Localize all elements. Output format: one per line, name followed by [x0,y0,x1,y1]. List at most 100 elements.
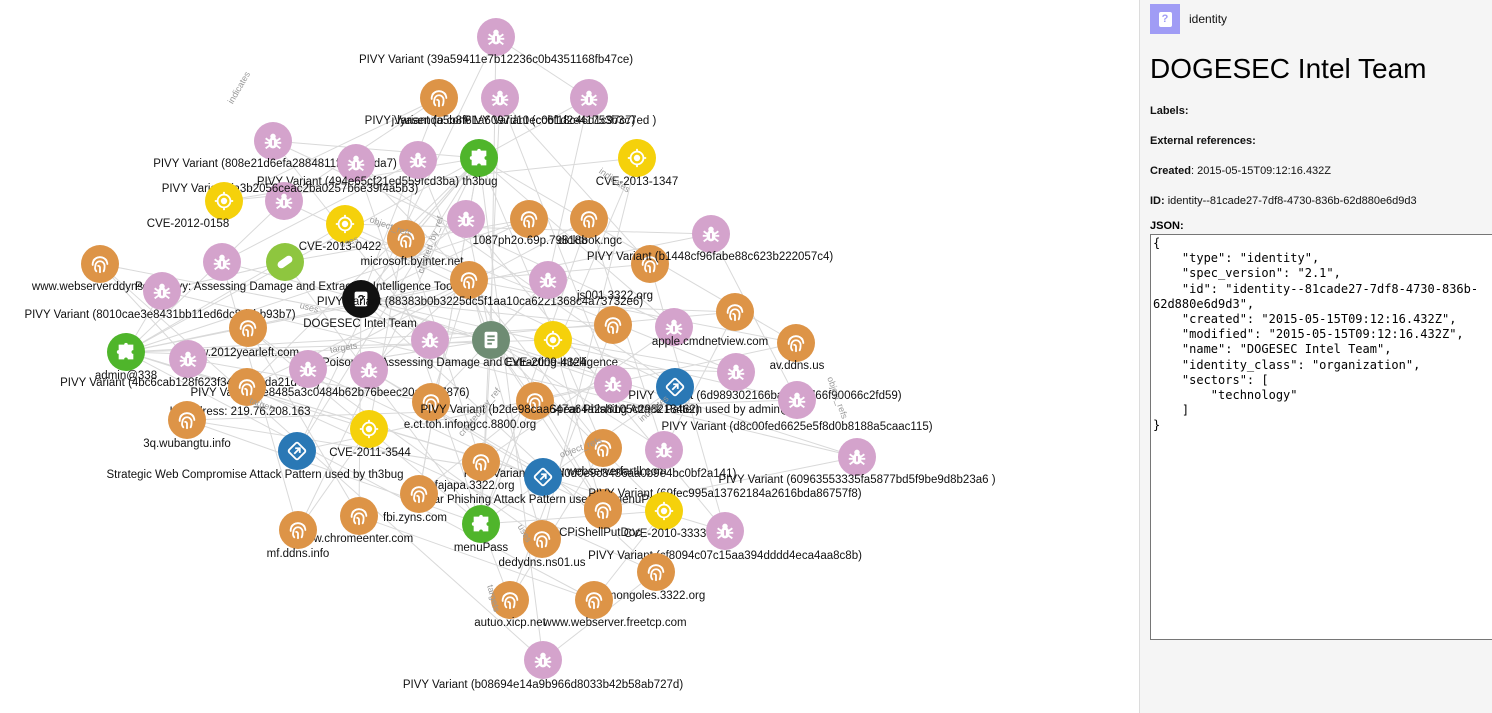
fingerprint-icon [237,317,259,339]
graph-node-malware[interactable] [706,512,744,550]
graph-node-malware[interactable] [447,200,485,238]
graph-node-malware[interactable] [529,261,567,299]
graph-node-malware[interactable] [143,272,181,310]
bug-icon [455,208,477,230]
bug-icon [725,361,747,383]
bug-icon [602,373,624,395]
graph-node-vulnerability[interactable] [205,182,243,220]
graph-node-malware[interactable] [337,144,375,182]
object-type-label: identity [1189,12,1228,26]
graph-node-indicator[interactable] [412,383,450,421]
graph-node-indicator[interactable] [420,79,458,117]
graph-node-malware[interactable] [477,18,515,56]
graph-node-malware[interactable] [289,350,327,388]
graph-node-indicator[interactable] [716,293,754,331]
fingerprint-icon [518,208,540,230]
graph-node-malware[interactable] [692,215,730,253]
graph-node-indicator[interactable] [387,220,425,258]
bug-icon [700,223,722,245]
graph-node-vulnerability[interactable] [350,410,388,448]
fingerprint-icon [458,269,480,291]
graph-node-indicator[interactable] [516,382,554,420]
graph-node-indicator[interactable] [450,261,488,299]
graph-node-malware[interactable] [399,141,437,179]
fingerprint-icon [395,228,417,250]
graph-node-malware[interactable] [481,79,519,117]
attack-pattern-icon [664,376,686,398]
labels-label: Labels: [1150,105,1189,117]
graph-node-malware[interactable] [838,438,876,476]
graph-node-attack-pattern[interactable] [656,368,694,406]
bug-icon [786,389,808,411]
graph-node-indicator[interactable] [584,429,622,467]
fingerprint-icon [578,208,600,230]
object-type-row: ? identity [1150,4,1492,34]
graph-node-indicator[interactable] [570,200,608,238]
graph-node-indicator[interactable] [491,581,529,619]
graph-node-malware[interactable] [717,353,755,391]
graph-node-intrusion-set[interactable] [462,505,500,543]
graph-node-attack-pattern[interactable] [524,458,562,496]
graph-node-attack-pattern[interactable] [278,432,316,470]
bug-icon [407,149,429,171]
graph-node-indicator[interactable] [575,581,613,619]
json-label: JSON: [1150,220,1184,232]
target-icon [626,147,648,169]
graph-node-indicator[interactable] [462,443,500,481]
graph-node-malware[interactable] [411,321,449,359]
fingerprint-icon [420,391,442,413]
puzzle-icon [115,341,137,363]
json-textarea[interactable]: { "type": "identity", "spec_version": "2… [1150,234,1492,640]
graph-node-malware[interactable] [594,365,632,403]
graph-node-malware[interactable] [203,243,241,281]
fingerprint-icon [499,589,521,611]
graph-node-indicator[interactable] [229,309,267,347]
graph-node-indicator[interactable] [631,245,669,283]
graph-node-malware[interactable] [350,351,388,389]
graph-node-indicator[interactable] [81,245,119,283]
graph-node-indicator[interactable] [777,324,815,362]
graph-node-vulnerability[interactable] [618,139,656,177]
id-value: identity--81cade27-7df8-4730-836b-62d880… [1164,195,1417,207]
graph-node-vulnerability[interactable] [534,321,572,359]
graph-node-intrusion-set[interactable] [107,333,145,371]
graph-node-malware[interactable] [778,381,816,419]
pill-icon [274,251,296,273]
document-icon [480,329,502,351]
graph-node-intrusion-set[interactable] [460,139,498,177]
bug-icon [578,87,600,109]
fingerprint-icon [176,409,198,431]
graph-node-malware[interactable] [645,431,683,469]
graph-node-malware[interactable] [254,122,292,160]
target-icon [213,190,235,212]
graph-node-malware[interactable] [655,308,693,346]
graph-canvas[interactable]: PIVY Variant (39a59411e7b12236c0b4351168… [0,0,1140,713]
external-references-field: External references: [1150,135,1492,147]
graph-node-malware[interactable] [265,182,303,220]
graph-node-indicator[interactable] [637,553,675,591]
bug-icon [419,329,441,351]
graph-node-indicator[interactable] [510,200,548,238]
graph-node-indicator[interactable] [168,401,206,439]
graph-node-tool[interactable] [266,243,304,281]
graph-node-malware[interactable] [169,340,207,378]
graph-node-malware[interactable] [524,641,562,679]
graph-node-indicator[interactable] [279,511,317,549]
graph-node-vulnerability[interactable] [326,205,364,243]
fingerprint-icon [645,561,667,583]
fingerprint-icon [592,437,614,459]
identity-icon: ? [1150,4,1180,34]
bug-icon [297,358,319,380]
graph-node-indicator[interactable] [594,306,632,344]
bug-icon [211,251,233,273]
graph-node-vulnerability[interactable] [645,492,683,530]
graph-node-indicator[interactable] [523,520,561,558]
graph-node-indicator[interactable] [584,491,622,529]
graph-node-indicator[interactable] [228,368,266,406]
graph-node-indicator[interactable] [400,475,438,513]
bug-icon [345,152,367,174]
graph-node-report[interactable] [472,321,510,359]
graph-node-identity[interactable]: ? [342,280,380,318]
graph-node-malware[interactable] [570,79,608,117]
graph-node-indicator[interactable] [340,497,378,535]
